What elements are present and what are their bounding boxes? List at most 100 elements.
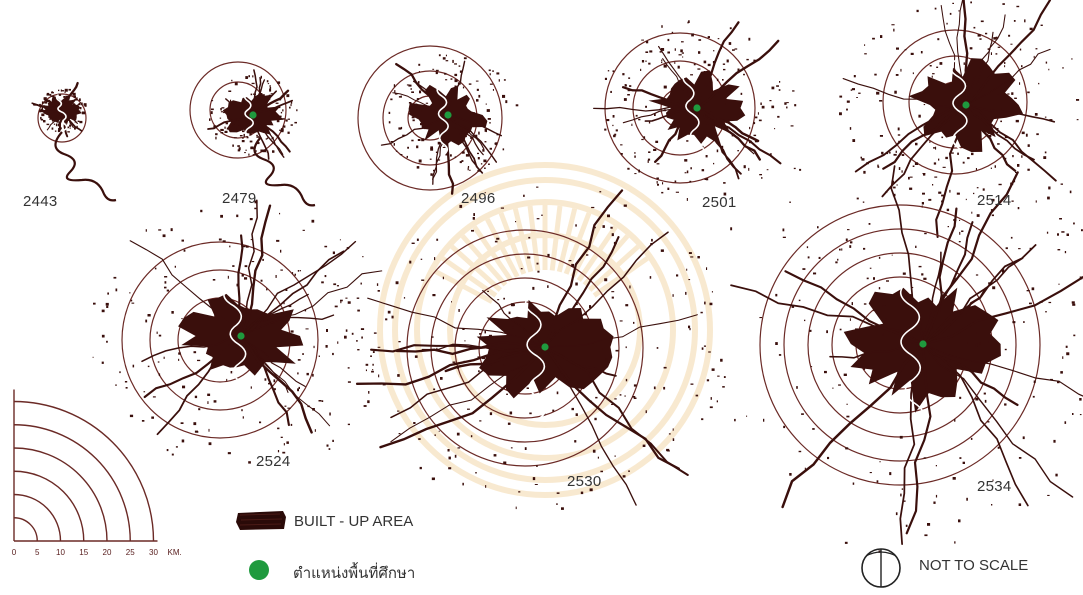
settlement-dot bbox=[945, 156, 948, 160]
river-line bbox=[54, 131, 117, 202]
sprawl-arm bbox=[899, 343, 924, 545]
settlement-dot bbox=[421, 279, 425, 281]
settlement-dot bbox=[604, 278, 608, 282]
scale-arc bbox=[13, 517, 38, 542]
legend-built-up-label: BUILT - UP AREA bbox=[294, 513, 414, 530]
settlement-dot bbox=[437, 159, 441, 161]
scale-tick-label: 25 bbox=[126, 548, 135, 557]
settlement-dot bbox=[921, 273, 924, 276]
settlement-dot bbox=[874, 73, 877, 76]
settlement-dot bbox=[723, 68, 726, 71]
settlement-dot bbox=[918, 265, 922, 268]
settlement-dot bbox=[897, 134, 901, 136]
settlement-dot bbox=[280, 269, 283, 271]
settlement-dot bbox=[982, 188, 985, 191]
settlement-dot bbox=[629, 285, 631, 289]
settlement-dot bbox=[700, 311, 703, 314]
settlement-dot bbox=[591, 206, 595, 209]
settlement-dot bbox=[863, 303, 867, 305]
settlement-dot bbox=[526, 387, 530, 389]
settlement-dot bbox=[268, 94, 271, 97]
settlement-dot bbox=[145, 319, 148, 323]
river-line bbox=[243, 90, 255, 147]
settlement-dot bbox=[645, 51, 649, 53]
settlement-dot bbox=[638, 118, 641, 121]
settlement-dot bbox=[347, 381, 351, 383]
settlement-dot bbox=[1035, 48, 1038, 50]
settlement-dot bbox=[730, 227, 733, 231]
settlement-dot bbox=[915, 142, 918, 146]
settlement-dot bbox=[653, 148, 657, 151]
settlement-dot bbox=[64, 88, 68, 92]
settlement-dot bbox=[1050, 378, 1053, 381]
settlement-dot bbox=[864, 53, 867, 55]
settlement-dot bbox=[962, 461, 965, 464]
sprawl-arm bbox=[432, 114, 449, 185]
settlement-dot bbox=[236, 128, 240, 131]
settlement-dot bbox=[976, 331, 979, 335]
settlement-dot bbox=[607, 70, 610, 72]
settlement-dot bbox=[681, 41, 684, 43]
settlement-dot bbox=[998, 183, 1002, 186]
settlement-dot bbox=[51, 127, 54, 130]
settlement-dot bbox=[478, 94, 481, 98]
settlement-dot bbox=[484, 330, 486, 334]
settlement-dot bbox=[987, 48, 991, 50]
settlement-dot bbox=[806, 246, 809, 249]
settlement-dot bbox=[613, 134, 616, 138]
settlement-dot bbox=[1057, 380, 1060, 384]
settlement-dot bbox=[613, 241, 617, 245]
settlement-dot bbox=[995, 36, 998, 39]
settlement-dot bbox=[448, 456, 451, 460]
scale-unit-label: KM. bbox=[168, 548, 182, 557]
settlement-dot bbox=[57, 93, 62, 96]
settlement-dot bbox=[411, 242, 415, 244]
settlement-dot bbox=[650, 243, 653, 246]
river-line bbox=[253, 136, 316, 207]
settlement-dot bbox=[232, 265, 235, 267]
settlement-dot bbox=[849, 127, 852, 130]
settlement-dot bbox=[512, 326, 514, 329]
settlement-dot bbox=[347, 367, 350, 369]
settlement-dot bbox=[868, 223, 871, 225]
settlement-dot bbox=[607, 214, 610, 218]
settlement-dot bbox=[178, 352, 181, 355]
settlement-dot bbox=[1043, 156, 1047, 159]
settlement-dot bbox=[632, 396, 636, 398]
settlement-dot bbox=[841, 248, 843, 251]
settlement-dot bbox=[952, 477, 956, 480]
settlement-dot bbox=[313, 345, 315, 349]
settlement-dot bbox=[79, 98, 81, 101]
settlement-dot bbox=[624, 395, 626, 397]
settlement-dot bbox=[749, 140, 752, 144]
settlement-dot bbox=[973, 26, 976, 29]
settlement-dot bbox=[647, 160, 649, 163]
settlement-dot bbox=[941, 200, 943, 203]
settlement-dot bbox=[414, 355, 418, 358]
university-seal-icon bbox=[377, 162, 713, 498]
settlement-dot bbox=[67, 131, 70, 133]
settlement-dot bbox=[827, 456, 830, 460]
settlement-dot bbox=[1064, 251, 1067, 254]
settlement-dot bbox=[691, 33, 694, 37]
settlement-dot bbox=[242, 416, 244, 419]
sprawl-arm bbox=[544, 231, 669, 348]
settlement-dot bbox=[1066, 233, 1069, 236]
map-year-label: 2496 bbox=[461, 190, 496, 207]
settlement-dot bbox=[272, 323, 276, 326]
settlement-dot bbox=[597, 456, 599, 459]
settlement-dot bbox=[963, 62, 965, 65]
settlement-dot bbox=[234, 82, 238, 86]
settlement-dot bbox=[801, 413, 804, 415]
settlement-dot bbox=[527, 256, 531, 259]
settlement-dot bbox=[1035, 200, 1037, 203]
settlement-dot bbox=[950, 392, 955, 396]
built-up-area bbox=[843, 287, 1001, 413]
settlement-dot bbox=[536, 218, 540, 220]
settlement-dot bbox=[476, 99, 479, 102]
settlement-dot bbox=[1027, 91, 1030, 94]
settlement-dot bbox=[318, 355, 320, 357]
settlement-dot bbox=[236, 119, 239, 121]
settlement-dot bbox=[1015, 119, 1019, 123]
settlement-dot bbox=[241, 274, 244, 277]
